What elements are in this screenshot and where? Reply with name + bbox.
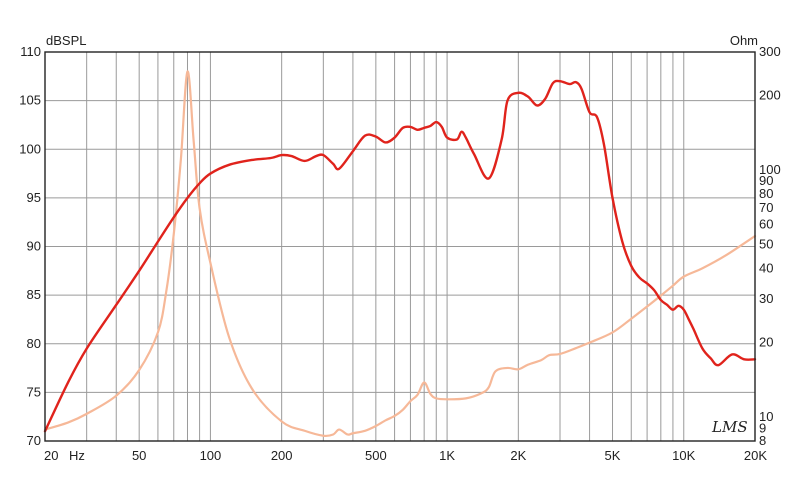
y-left-tick-label-1: 105 <box>19 93 41 108</box>
y-right-tick-label-8: 40 <box>759 260 773 275</box>
impedance-curve <box>43 70 757 438</box>
y-right-tick-label-1: 200 <box>759 88 781 103</box>
y-left-tick-label-2: 100 <box>19 141 41 156</box>
y-left-tick-label-6: 80 <box>27 336 41 351</box>
x-tick-label-1: 50 <box>132 448 146 463</box>
y-right-tick-label-7: 50 <box>759 236 773 251</box>
y-right-tick-label-6: 60 <box>759 217 773 232</box>
left-axis-unit: dBSPL <box>46 33 86 48</box>
y-right-tick-label-9: 30 <box>759 291 773 306</box>
x-tick-label-5: 1K <box>439 448 455 463</box>
plot-frame <box>44 51 756 442</box>
grid <box>44 51 756 442</box>
y-right-tick-label-4: 80 <box>759 186 773 201</box>
x-tick-label-0: 20 <box>44 448 58 463</box>
y-right-tick-label-5: 70 <box>759 200 773 215</box>
y-right-tick-label-12: 9 <box>759 420 766 435</box>
lms-watermark: LMS <box>711 418 748 436</box>
y-right-tick-label-3: 90 <box>759 173 773 188</box>
x-tick-label-7: 5K <box>605 448 621 463</box>
x-tick-label-3: 200 <box>271 448 293 463</box>
y-right-tick-label-2: 100 <box>759 162 781 177</box>
x-tick-label-2: 100 <box>200 448 222 463</box>
axis-labels: 1101051009590858075703002001009080706050… <box>19 44 780 463</box>
x-tick-label-4: 500 <box>365 448 387 463</box>
y-left-tick-label-3: 95 <box>27 190 41 205</box>
y-right-tick-label-0: 300 <box>759 44 781 59</box>
x-tick-label-6: 2K <box>510 448 526 463</box>
right-axis-unit: Ohm <box>730 33 758 48</box>
y-right-tick-label-11: 10 <box>759 409 773 424</box>
spl-curve <box>43 79 757 433</box>
x-tick-label-9: 20K <box>744 448 767 463</box>
series-layer <box>43 70 757 438</box>
y-left-tick-label-8: 70 <box>27 433 41 448</box>
y-right-tick-label-10: 20 <box>759 335 773 350</box>
y-left-tick-label-4: 90 <box>27 239 41 254</box>
x-tick-label-8: 10K <box>672 448 695 463</box>
y-left-tick-label-5: 85 <box>27 287 41 302</box>
x-unit-label: Hz <box>69 448 85 463</box>
y-left-tick-label-0: 110 <box>20 44 41 59</box>
y-right-tick-label-13: 8 <box>759 433 766 448</box>
y-left-tick-label-7: 75 <box>27 384 41 399</box>
